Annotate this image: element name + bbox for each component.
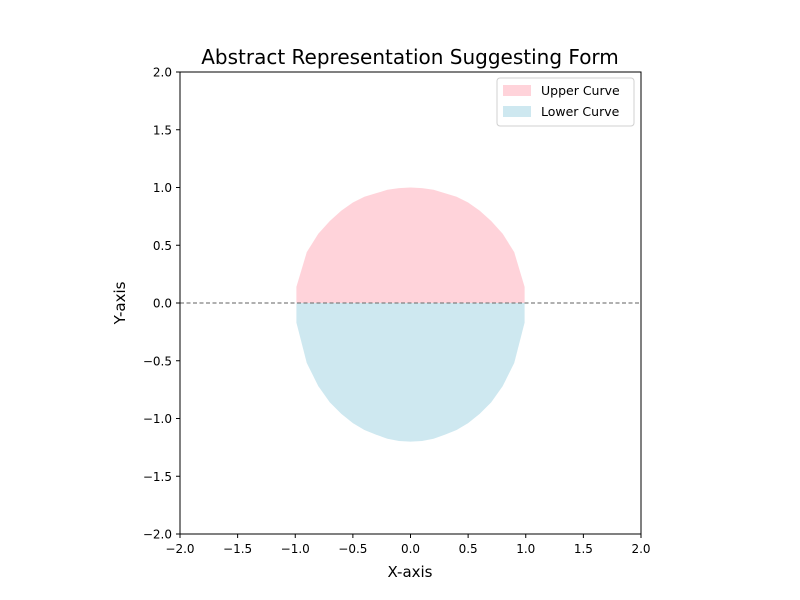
x-axis-label: X-axis — [388, 563, 433, 581]
legend: Upper Curve Lower Curve — [496, 77, 635, 127]
y-tick-label: 0.0 — [153, 297, 172, 311]
x-tick-label: −1.0 — [281, 542, 310, 556]
y-tick-label: −2.0 — [143, 528, 172, 542]
legend-swatch — [503, 106, 531, 117]
x-tick-label: 1.0 — [516, 542, 535, 556]
x-tick-label: −2.0 — [165, 542, 194, 556]
x-tick-label: 0.5 — [459, 542, 478, 556]
x-tick-label: 1.5 — [574, 542, 593, 556]
x-tick-label: −0.5 — [338, 542, 367, 556]
y-axis-ticks: −2.0 −1.5 −1.0 −0.5 0.0 0.5 1.0 1.5 2.0 — [143, 66, 180, 542]
y-tick-label: −0.5 — [143, 354, 172, 368]
x-tick-label: −1.5 — [223, 542, 252, 556]
x-tick-label: 2.0 — [631, 542, 650, 556]
series-layer — [296, 187, 525, 442]
y-tick-label: 1.5 — [153, 123, 172, 137]
x-axis-ticks: −2.0 −1.5 −1.0 −0.5 0.0 0.5 1.0 1.5 2.0 — [165, 534, 651, 556]
x-tick-label: 0.0 — [401, 542, 420, 556]
legend-label: Lower Curve — [541, 104, 620, 119]
series-area-lower-curve — [296, 303, 525, 442]
y-tick-label: −1.5 — [143, 470, 172, 484]
chart-title: Abstract Representation Suggesting Form — [201, 45, 619, 69]
y-axis-label: Y-axis — [111, 281, 129, 325]
y-tick-label: 0.5 — [153, 239, 172, 253]
y-tick-label: 2.0 — [153, 66, 172, 80]
legend-box — [496, 77, 635, 127]
y-tick-label: −1.0 — [143, 412, 172, 426]
legend-label: Upper Curve — [541, 83, 620, 98]
y-tick-label: 1.0 — [153, 181, 172, 195]
series-area-upper-curve — [296, 187, 525, 303]
legend-swatch — [503, 85, 531, 96]
